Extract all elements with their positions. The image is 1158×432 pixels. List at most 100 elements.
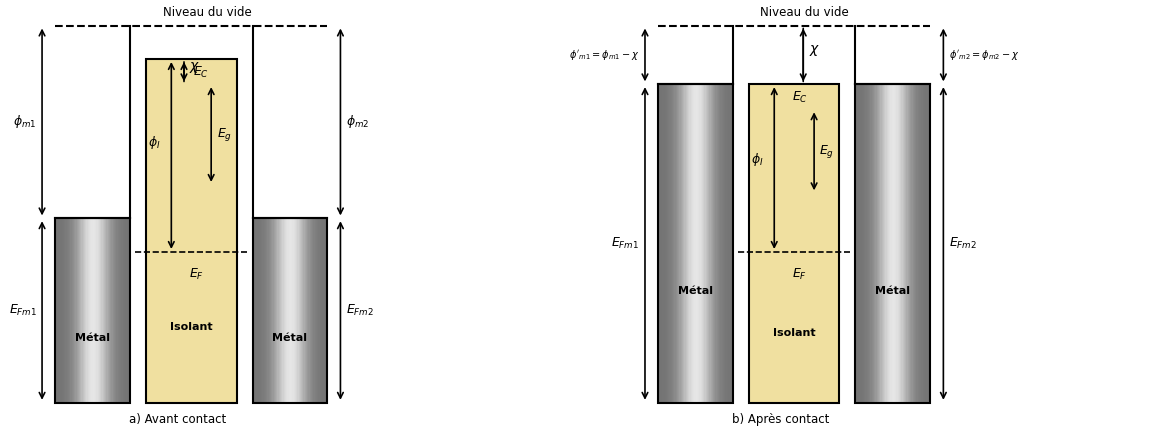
Bar <box>895 84 897 403</box>
Bar <box>107 218 108 403</box>
Text: Métal: Métal <box>875 286 910 296</box>
Bar <box>860 84 863 403</box>
Bar <box>56 218 130 403</box>
Bar <box>263 218 264 403</box>
Bar <box>116 218 118 403</box>
Bar <box>58 218 60 403</box>
Bar <box>881 84 884 403</box>
Bar <box>79 218 81 403</box>
Bar <box>668 84 670 403</box>
Bar <box>859 84 860 403</box>
Bar <box>658 84 660 403</box>
Bar <box>710 84 711 403</box>
Bar <box>124 218 125 403</box>
Bar <box>305 218 307 403</box>
Text: $E_g$: $E_g$ <box>820 143 835 160</box>
Bar <box>316 218 317 403</box>
Bar <box>257 218 259 403</box>
Bar <box>711 84 712 403</box>
Bar <box>697 84 698 403</box>
Bar <box>714 84 716 403</box>
Bar <box>267 218 269 403</box>
Bar <box>91 218 93 403</box>
Text: $\phi_{m1}$: $\phi_{m1}$ <box>13 114 37 130</box>
Bar <box>256 218 258 403</box>
Bar <box>278 218 279 403</box>
Bar <box>719 84 721 403</box>
Bar <box>119 218 120 403</box>
Bar <box>865 84 867 403</box>
Bar <box>97 218 100 403</box>
Text: $\phi'_{m1} = \phi_{m1} - \chi$: $\phi'_{m1} = \phi_{m1} - \chi$ <box>570 48 639 62</box>
Bar <box>274 218 277 403</box>
Bar <box>892 84 893 403</box>
Bar <box>299 218 300 403</box>
Bar <box>314 218 315 403</box>
Bar <box>705 84 708 403</box>
Bar <box>94 218 96 403</box>
Bar <box>89 218 90 403</box>
Bar <box>690 84 692 403</box>
Text: Métal: Métal <box>272 333 307 343</box>
Bar <box>909 84 910 403</box>
Bar <box>887 84 888 403</box>
Text: $\chi$: $\chi$ <box>189 60 200 75</box>
Bar <box>661 84 662 403</box>
Bar <box>701 84 703 403</box>
Bar <box>882 84 885 403</box>
Bar <box>103 218 104 403</box>
Bar <box>669 84 672 403</box>
Bar <box>110 218 112 403</box>
Bar <box>59 218 61 403</box>
Bar <box>888 84 889 403</box>
Text: $\phi_I$: $\phi_I$ <box>148 134 161 152</box>
Bar <box>903 84 904 403</box>
Bar <box>666 84 667 403</box>
Text: $\phi'_{m2} = \phi_{m2} - \chi$: $\phi'_{m2} = \phi_{m2} - \chi$ <box>948 48 1019 62</box>
Bar <box>696 84 697 403</box>
Bar <box>913 84 915 403</box>
Bar <box>879 84 881 403</box>
Bar <box>694 84 695 403</box>
Text: $E_C$: $E_C$ <box>193 65 210 80</box>
Bar <box>658 84 733 403</box>
Text: Isolant: Isolant <box>772 327 815 338</box>
Bar <box>687 84 689 403</box>
Bar <box>683 84 684 403</box>
Bar <box>749 84 840 403</box>
Bar <box>279 218 280 403</box>
Text: Métal: Métal <box>679 286 713 296</box>
Bar <box>689 84 691 403</box>
Bar <box>281 218 283 403</box>
Bar <box>723 84 725 403</box>
Bar <box>718 84 720 403</box>
Bar <box>264 218 265 403</box>
Bar <box>877 84 879 403</box>
Bar <box>292 218 294 403</box>
Bar <box>318 218 321 403</box>
Bar <box>98 218 101 403</box>
Bar <box>320 218 322 403</box>
Text: Niveau du vide: Niveau du vide <box>761 6 849 19</box>
Bar <box>291 218 293 403</box>
Bar <box>674 84 676 403</box>
Bar <box>862 84 864 403</box>
Text: $\chi$: $\chi$ <box>808 43 820 58</box>
Bar <box>65 218 67 403</box>
Text: Métal: Métal <box>75 333 110 343</box>
Bar <box>925 84 926 403</box>
Bar <box>96 218 98 403</box>
Bar <box>261 218 262 403</box>
Bar <box>717 84 718 403</box>
Bar <box>273 218 276 403</box>
Bar <box>698 84 699 403</box>
Bar <box>71 218 72 403</box>
Bar <box>290 218 292 403</box>
Bar <box>265 218 266 403</box>
Bar <box>907 84 908 403</box>
Bar <box>676 84 677 403</box>
Bar <box>899 84 901 403</box>
Bar <box>728 84 730 403</box>
Bar <box>670 84 673 403</box>
Bar <box>682 84 683 403</box>
